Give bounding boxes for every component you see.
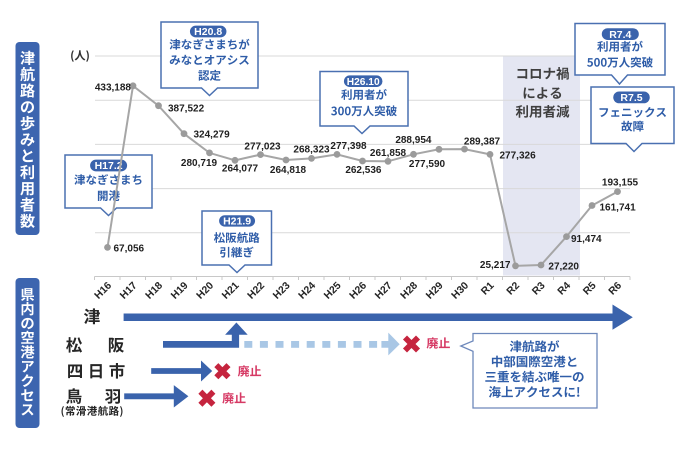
svg-text:H22: H22 bbox=[246, 280, 267, 301]
svg-text:H24: H24 bbox=[297, 280, 318, 301]
svg-text:H26.10: H26.10 bbox=[347, 77, 380, 88]
svg-text:91,474: 91,474 bbox=[571, 234, 602, 245]
svg-text:H25: H25 bbox=[322, 280, 343, 301]
svg-text:193,155: 193,155 bbox=[602, 177, 639, 188]
svg-text:67,056: 67,056 bbox=[114, 244, 145, 255]
svg-text:R7.5: R7.5 bbox=[620, 92, 642, 104]
svg-text:161,741: 161,741 bbox=[600, 203, 637, 214]
svg-text:433,188: 433,188 bbox=[95, 83, 132, 94]
svg-text:H20.8: H20.8 bbox=[194, 26, 222, 38]
svg-text:277,326: 277,326 bbox=[500, 151, 537, 162]
svg-text:387,522: 387,522 bbox=[168, 104, 205, 115]
svg-text:324,279: 324,279 bbox=[194, 130, 231, 141]
svg-text:H20: H20 bbox=[195, 280, 216, 301]
svg-text:H29: H29 bbox=[424, 280, 445, 301]
svg-text:R2: R2 bbox=[505, 280, 522, 297]
svg-text:H21: H21 bbox=[220, 280, 241, 301]
svg-text:261,858: 261,858 bbox=[370, 148, 407, 159]
svg-text:264,818: 264,818 bbox=[270, 165, 307, 176]
svg-text:H27: H27 bbox=[373, 280, 394, 301]
svg-text:R7.4: R7.4 bbox=[609, 29, 631, 41]
svg-text:R5: R5 bbox=[581, 280, 598, 297]
svg-text:262,536: 262,536 bbox=[345, 165, 382, 176]
svg-text:R1: R1 bbox=[479, 280, 496, 297]
svg-text:H30: H30 bbox=[450, 280, 471, 301]
svg-text:H23: H23 bbox=[271, 280, 292, 301]
svg-text:27,220: 27,220 bbox=[548, 261, 579, 272]
svg-text:25,217: 25,217 bbox=[480, 260, 511, 271]
svg-text:280,719: 280,719 bbox=[181, 158, 218, 169]
svg-text:H21.9: H21.9 bbox=[223, 216, 251, 228]
svg-text:H16: H16 bbox=[93, 280, 114, 301]
svg-text:R3: R3 bbox=[530, 280, 547, 297]
svg-text:R6: R6 bbox=[607, 280, 624, 297]
svg-text:289,387: 289,387 bbox=[464, 137, 501, 148]
svg-text:H18: H18 bbox=[144, 280, 165, 301]
svg-text:268,323: 268,323 bbox=[293, 144, 330, 155]
svg-text:H26: H26 bbox=[348, 280, 369, 301]
svg-text:288,954: 288,954 bbox=[395, 135, 432, 146]
svg-text:H17: H17 bbox=[118, 280, 139, 301]
svg-text:277,590: 277,590 bbox=[409, 159, 446, 170]
svg-text:277,023: 277,023 bbox=[244, 142, 281, 153]
svg-text:H19: H19 bbox=[169, 280, 190, 301]
svg-text:264,077: 264,077 bbox=[222, 163, 259, 174]
svg-text:277,398: 277,398 bbox=[330, 141, 367, 152]
svg-text:H17.2: H17.2 bbox=[95, 160, 123, 172]
svg-text:H28: H28 bbox=[399, 280, 420, 301]
svg-text:R4: R4 bbox=[556, 280, 573, 297]
